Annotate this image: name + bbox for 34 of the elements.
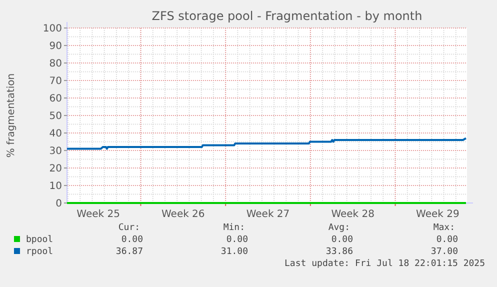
text: 31.00 <box>220 247 248 257</box>
y-tick-label: 80 <box>49 58 62 70</box>
legend-label: bpool <box>26 235 54 245</box>
y-axis-title: % fragmentation <box>6 73 17 158</box>
y-tick-label: 60 <box>49 94 62 104</box>
y-tick-label: 40 <box>49 128 62 140</box>
x-tick-label: Week 29 <box>416 209 460 220</box>
text: Min: <box>223 223 245 233</box>
text: Last update: Fri Jul 18 22:01:15 2025 <box>284 259 485 269</box>
text: Max: <box>433 223 455 233</box>
text: 0.00 <box>226 235 248 245</box>
y-tick-label: 20 <box>49 164 62 174</box>
text: 0.00 <box>121 235 143 245</box>
y-tick-label: 70 <box>49 76 62 87</box>
text: 37.00 <box>430 247 458 257</box>
text: 0.00 <box>331 235 353 245</box>
x-tick-label: Week 28 <box>331 209 375 220</box>
y-tick-label: 30 <box>49 146 62 157</box>
text: Avg: <box>328 223 350 233</box>
legend-label: rpool <box>26 247 54 257</box>
text: 36.87 <box>116 247 143 257</box>
y-tick-label: 10 <box>49 181 62 192</box>
y-tick-label: 100 <box>42 24 62 34</box>
y-tick-label: 90 <box>49 41 62 52</box>
line-series <box>66 137 467 150</box>
text: 33.86 <box>326 247 353 257</box>
text: 0.00 <box>436 235 458 245</box>
x-tick-label: Week 27 <box>246 209 290 220</box>
y-tick-label: 0 <box>56 198 62 210</box>
x-tick-label: Week 26 <box>161 209 205 220</box>
text: Cur: <box>118 223 140 233</box>
y-tick-label: 50 <box>49 111 62 122</box>
x-tick-label: Week 25 <box>76 209 120 220</box>
chart-title: ZFS storage pool - Fragmentation - by month <box>152 9 422 23</box>
